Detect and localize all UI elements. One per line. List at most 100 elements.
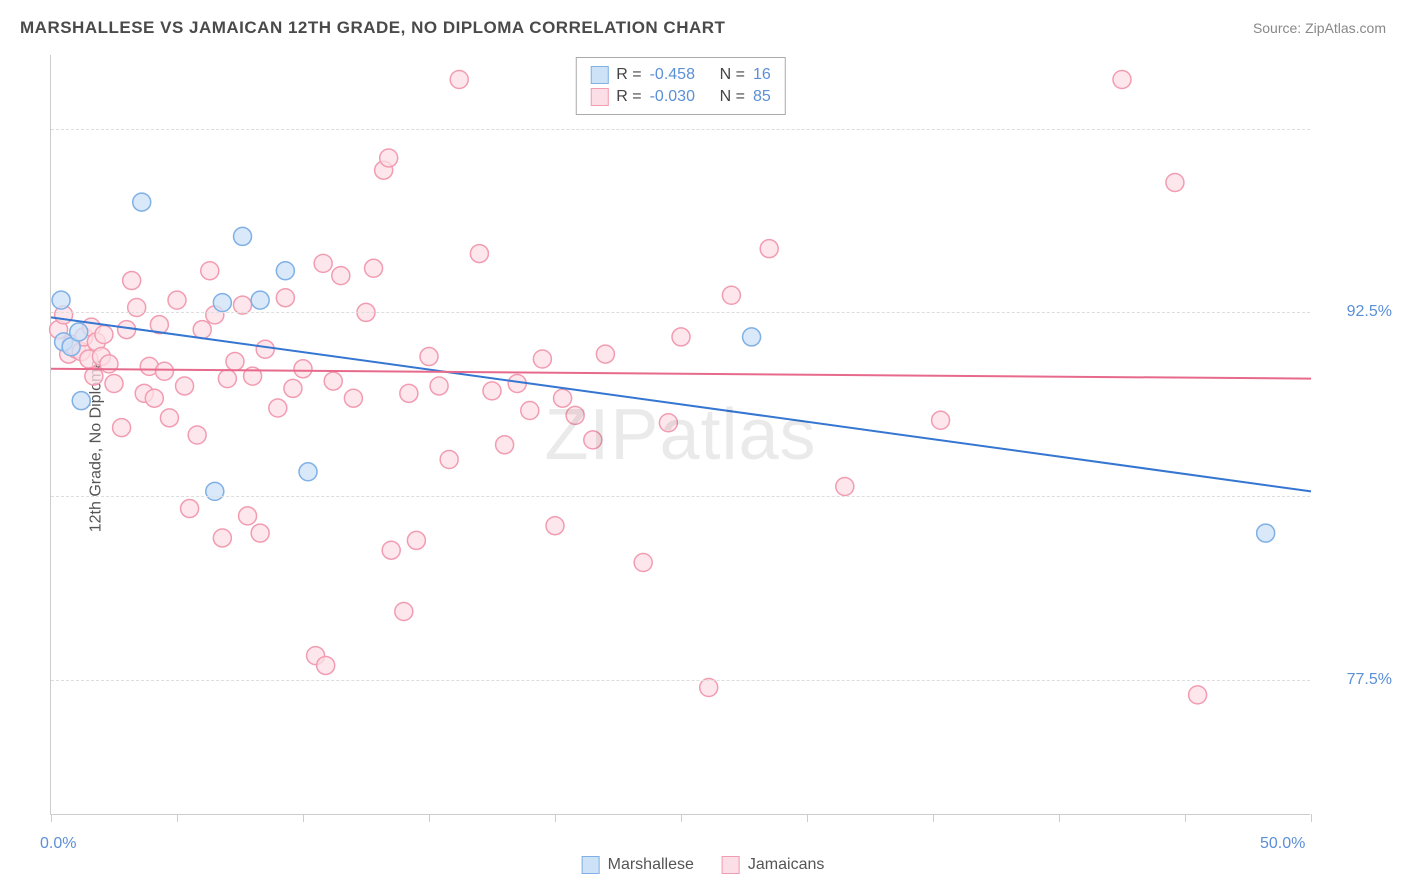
legend-label: Marshallese [608,856,694,874]
x-tick [1185,814,1186,822]
data-point [324,372,342,390]
gridline [51,680,1310,681]
data-point [269,399,287,417]
gridline [51,312,1310,313]
data-point [52,291,70,309]
data-point [722,286,740,304]
legend-swatch [582,856,600,874]
data-point [420,348,438,366]
data-point [566,406,584,424]
x-tick-label: 0.0% [40,835,76,853]
data-point [546,517,564,535]
chart-svg [51,55,1310,814]
data-point [596,345,614,363]
legend-r-value: -0.458 [650,66,712,84]
legend-stat-row: R = -0.458 N = 16 [590,64,770,86]
chart-title: MARSHALLESE VS JAMAICAN 12TH GRADE, NO D… [20,18,725,38]
header: MARSHALLESE VS JAMAICAN 12TH GRADE, NO D… [20,18,1386,38]
legend-item: Marshallese [582,856,694,874]
data-point [160,409,178,427]
data-point [440,451,458,469]
data-point [760,240,778,258]
data-point [113,419,131,437]
data-point [218,370,236,388]
data-point [672,328,690,346]
data-point [554,389,572,407]
data-point [70,323,88,341]
x-tick [51,814,52,822]
x-tick [933,814,934,822]
data-point [380,149,398,167]
legend-n-label: N = [720,66,745,84]
x-tick [1059,814,1060,822]
data-point [299,463,317,481]
data-point [483,382,501,400]
data-point [213,529,231,547]
data-point [128,299,146,317]
data-point [213,294,231,312]
data-point [317,656,335,674]
data-point [256,340,274,358]
data-point [284,379,302,397]
data-point [659,414,677,432]
data-point [168,291,186,309]
x-tick [429,814,430,822]
data-point [1257,524,1275,542]
data-point [743,328,761,346]
chart-container: MARSHALLESE VS JAMAICAN 12TH GRADE, NO D… [0,0,1406,892]
data-point [382,541,400,559]
data-point [634,553,652,571]
data-point [430,377,448,395]
data-point [496,436,514,454]
data-point [234,296,252,314]
data-point [836,477,854,495]
y-tick-label: 92.5% [1347,303,1392,321]
x-tick [303,814,304,822]
data-point [700,679,718,697]
data-point [533,350,551,368]
data-point [155,362,173,380]
legend-n-label: N = [720,88,745,106]
gridline [51,496,1310,497]
source-label: Source: ZipAtlas.com [1253,20,1386,36]
x-tick [177,814,178,822]
data-point [314,254,332,272]
plot-area: ZIPatlas R =-0.458N =16R =-0.030N =85 77… [50,55,1310,815]
data-point [407,531,425,549]
legend-r-value: -0.030 [650,88,712,106]
legend-n-value: 16 [753,66,771,84]
data-point [193,321,211,339]
data-point [133,193,151,211]
data-point [276,262,294,280]
legend-stat-row: R = -0.030 N = 85 [590,86,770,108]
y-tick-label: 77.5% [1347,671,1392,689]
gridline [51,129,1310,130]
legend-r-label: R = [616,66,641,84]
data-point [450,71,468,89]
legend-n-value: 85 [753,88,771,106]
legend-item: Jamaicans [722,856,824,874]
x-tick [807,814,808,822]
data-point [234,227,252,245]
legend-bottom: Marshallese Jamaicans [582,856,825,874]
data-point [145,389,163,407]
legend-r-label: R = [616,88,641,106]
trend-line [51,369,1311,379]
data-point [395,603,413,621]
data-point [239,507,257,525]
data-point [1113,71,1131,89]
data-point [176,377,194,395]
legend-label: Jamaicans [748,856,824,874]
data-point [105,375,123,393]
data-point [521,401,539,419]
data-point [251,291,269,309]
data-point [1166,173,1184,191]
legend-swatch [590,66,608,84]
data-point [344,389,362,407]
data-point [201,262,219,280]
data-point [276,289,294,307]
x-tick [555,814,556,822]
data-point [251,524,269,542]
legend-correlation-box: R = -0.458 N = 16 R = -0.030 N = 85 [575,57,785,115]
legend-swatch [722,856,740,874]
